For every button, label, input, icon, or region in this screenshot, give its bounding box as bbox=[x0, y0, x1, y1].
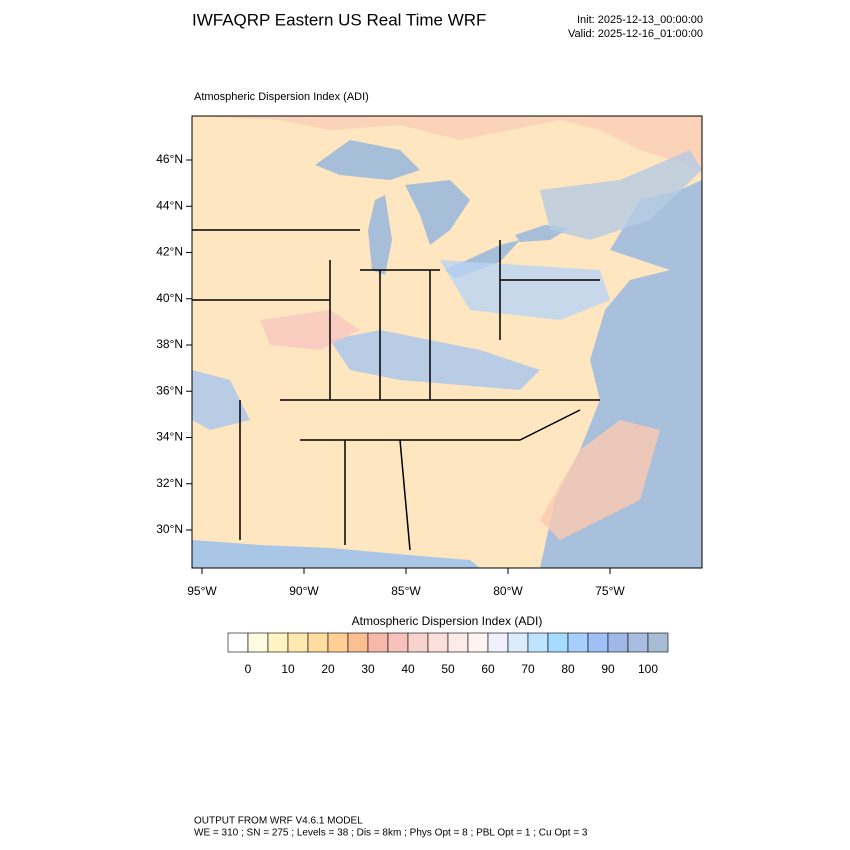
colorbar-box bbox=[467, 632, 489, 653]
colorbar-box bbox=[267, 632, 289, 653]
colorbar-box bbox=[527, 632, 549, 653]
ocean-patch bbox=[540, 420, 660, 540]
colorbar-tick-label: 90 bbox=[601, 662, 615, 676]
gulf bbox=[192, 540, 480, 568]
lake-michigan bbox=[368, 195, 392, 275]
colorbar-title: Atmospheric Dispersion Index (ADI) bbox=[352, 614, 543, 628]
lon-label: 90°W bbox=[289, 584, 319, 598]
colorbar-box bbox=[427, 632, 449, 653]
lat-label: 46°N bbox=[156, 152, 183, 166]
init-time: Init: 2025-12-13_00:00:00 bbox=[577, 14, 703, 26]
colorbar-tick-label: 40 bbox=[401, 662, 415, 676]
lat-label: 36°N bbox=[156, 383, 183, 397]
colorbar: 0 10 20 30 40 50 60 70 80 90 100 bbox=[227, 632, 669, 676]
lat-labels: 46°N 44°N 42°N 40°N 38°N 36°N 34°N 32°N 30°N bbox=[156, 152, 192, 536]
blue-patch bbox=[440, 260, 610, 320]
pink-patch bbox=[260, 310, 360, 350]
colorbar-box bbox=[627, 632, 649, 653]
colorbar-box bbox=[547, 632, 569, 653]
colorbar-tick-label: 20 bbox=[321, 662, 335, 676]
lat-label: 44°N bbox=[156, 198, 183, 212]
colorbar-tick-label: 50 bbox=[441, 662, 455, 676]
map: 46°N 44°N 42°N 40°N 38°N 36°N 34°N 32°N 30°N 95°… bbox=[156, 115, 703, 598]
lon-label: 80°W bbox=[493, 584, 523, 598]
colorbar-box bbox=[307, 632, 329, 653]
colorbar-box bbox=[227, 632, 249, 653]
colorbar-tick-label: 100 bbox=[638, 662, 658, 676]
canada bbox=[192, 116, 702, 170]
blue-patch bbox=[192, 370, 250, 430]
colorbar-box bbox=[507, 632, 529, 653]
map-subtitle: Atmospheric Dispersion Index (ADI) bbox=[194, 91, 369, 103]
lon-labels: 95°W 90°W 85°W 80°W 75°W bbox=[187, 568, 625, 598]
footer-line: OUTPUT FROM WRF V4.6.1 MODEL bbox=[194, 816, 363, 827]
colorbar-box bbox=[327, 632, 349, 653]
lat-label: 42°N bbox=[156, 245, 183, 259]
colorbar-tick-label: 80 bbox=[561, 662, 575, 676]
lat-label: 30°N bbox=[156, 522, 183, 536]
colorbar-tick-label: 70 bbox=[521, 662, 535, 676]
colorbar-box bbox=[447, 632, 469, 653]
colorbar-tick-label: 60 bbox=[481, 662, 495, 676]
colorbar-box bbox=[247, 632, 269, 653]
title: IWFAQRP Eastern US Real Time WRF bbox=[192, 10, 486, 29]
state-borders bbox=[192, 229, 600, 551]
lon-label: 75°W bbox=[595, 584, 625, 598]
lake-superior bbox=[315, 140, 420, 180]
colorbar-box bbox=[407, 632, 429, 653]
lon-label: 85°W bbox=[391, 584, 421, 598]
lake-huron bbox=[405, 180, 470, 245]
colorbar-box bbox=[607, 632, 629, 653]
colorbar-box bbox=[367, 632, 389, 653]
lat-label: 40°N bbox=[156, 291, 183, 305]
colorbar-box bbox=[287, 632, 309, 653]
colorbar-box bbox=[387, 632, 409, 653]
colorbar-tick-label: 30 bbox=[361, 662, 375, 676]
colorbar-box bbox=[647, 632, 669, 653]
colorbar-box bbox=[487, 632, 509, 653]
lat-label: 32°N bbox=[156, 476, 183, 490]
colorbar-box bbox=[567, 632, 589, 653]
lon-label: 95°W bbox=[187, 584, 217, 598]
colorbar-box bbox=[587, 632, 609, 653]
blue-patch bbox=[540, 150, 702, 240]
lat-label: 38°N bbox=[156, 337, 183, 351]
valid-time: Valid: 2025-12-16_01:00:00 bbox=[568, 28, 703, 40]
colorbar-tick-label: 10 bbox=[281, 662, 295, 676]
colorbar-tick-label: 0 bbox=[245, 662, 252, 676]
footer-line: WE = 310 ; SN = 275 ; Levels = 38 ; Dis … bbox=[194, 828, 588, 839]
map-frame bbox=[191, 115, 703, 569]
colorbar-box bbox=[347, 632, 369, 653]
lat-label: 34°N bbox=[156, 430, 183, 444]
blue-patch bbox=[330, 330, 540, 390]
